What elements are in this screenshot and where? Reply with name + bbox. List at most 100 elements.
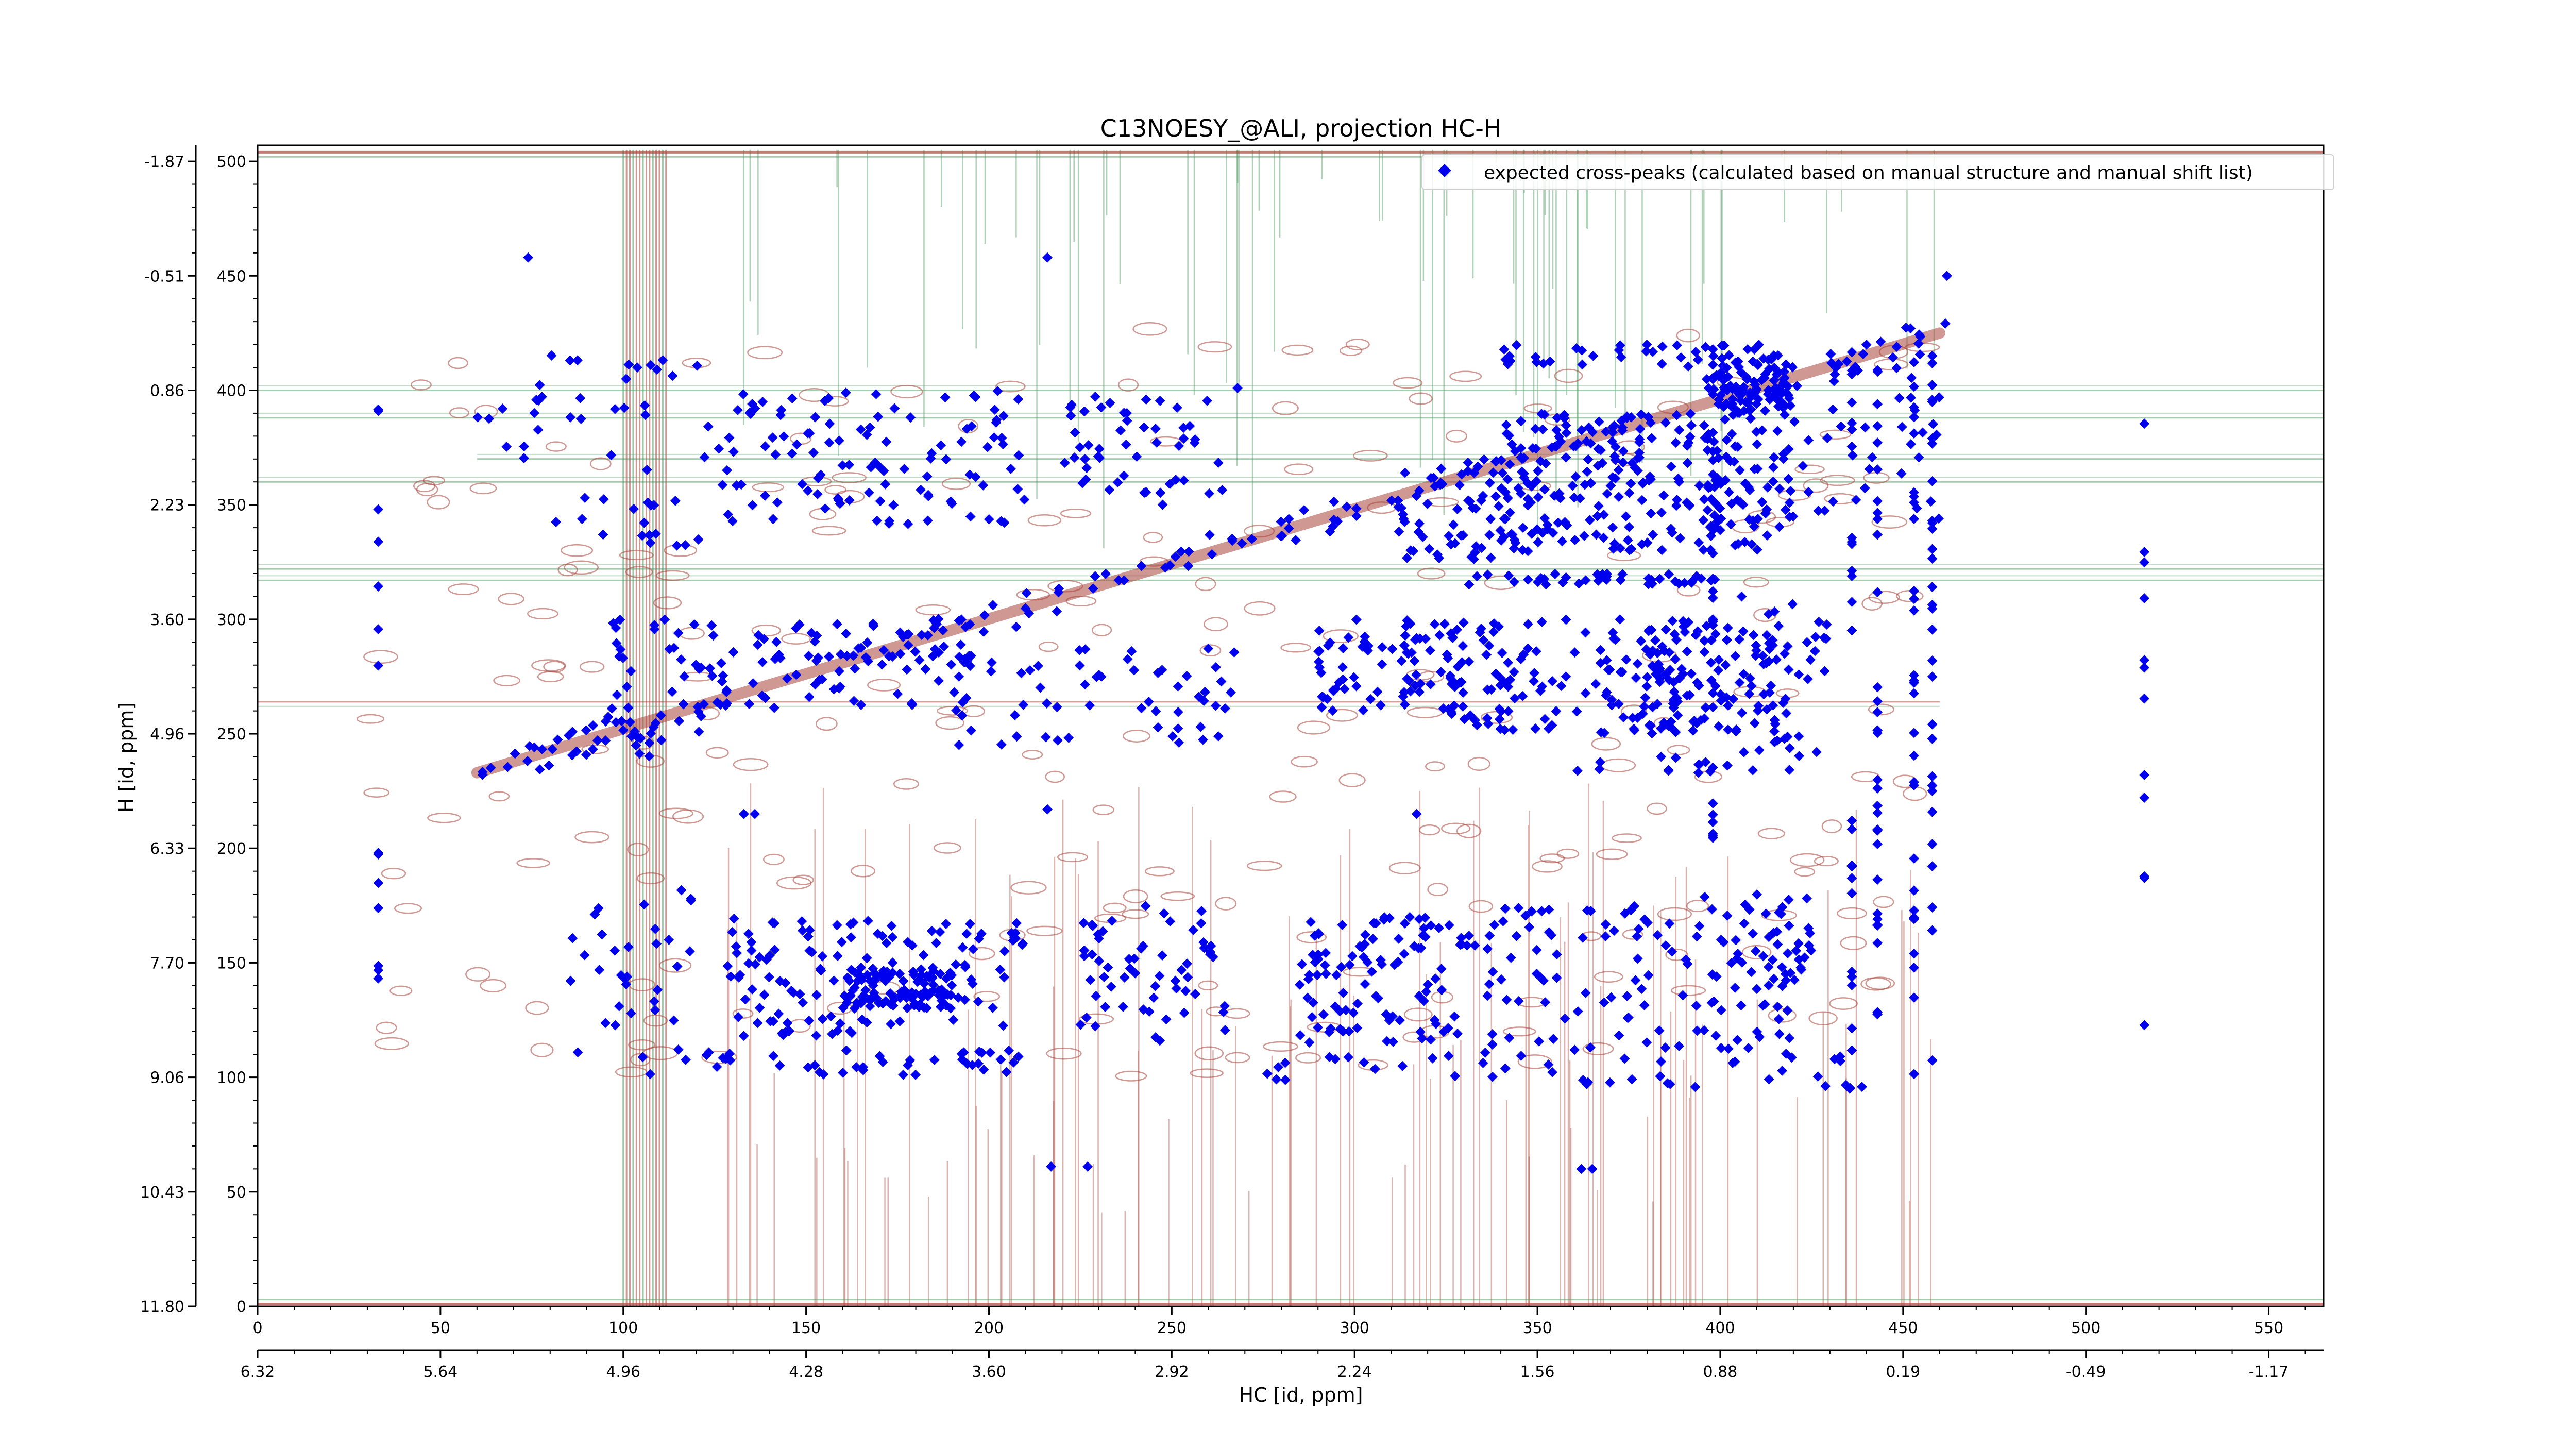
cross-peak-point <box>1927 806 1938 817</box>
cross-peak-point <box>1529 676 1539 686</box>
cross-peak-point <box>1707 614 1718 625</box>
cross-peak-point <box>1846 565 1857 576</box>
cross-peak-point <box>646 728 656 739</box>
cross-peak-point <box>1024 608 1034 619</box>
cross-peak-point <box>996 433 1007 443</box>
cross-peak-point <box>1456 677 1467 687</box>
cross-peak-point <box>970 392 981 402</box>
peak-contour <box>1667 745 1690 755</box>
cross-peak-point <box>861 992 871 1003</box>
cross-peak-point <box>1706 531 1717 541</box>
cross-peak-point <box>1909 412 1919 423</box>
cross-peak-point <box>1706 997 1717 1008</box>
cross-peak-point <box>1859 483 1870 494</box>
cross-peak-point <box>1531 357 1542 367</box>
cross-peak-point <box>816 469 826 480</box>
cross-peak-point <box>1746 390 1756 401</box>
cross-peak-point <box>1872 920 1883 931</box>
cross-peak-point <box>1302 992 1313 1003</box>
cross-peak-point <box>1891 363 1902 374</box>
cross-peak-point <box>1447 632 1458 643</box>
cross-peak-point <box>1357 942 1367 953</box>
cross-peak-point <box>571 746 582 757</box>
cross-peak-point <box>1080 474 1091 485</box>
cross-peak-point <box>1707 427 1718 438</box>
cross-peak-point <box>1693 767 1704 778</box>
cross-peak-point <box>1656 359 1667 369</box>
cross-peak-point <box>1153 722 1163 733</box>
cross-peak-point <box>1021 588 1032 598</box>
cross-peak-point <box>1841 356 1852 367</box>
peak-contour <box>1198 980 1218 991</box>
x-ppm-tick-label: 3.60 <box>972 1363 1006 1381</box>
cross-peak-point <box>1511 340 1522 350</box>
cross-peak-point <box>1736 384 1747 395</box>
cross-peak-point <box>1194 692 1204 702</box>
cross-peak-point <box>1784 765 1795 775</box>
cross-peak-point <box>1643 579 1654 589</box>
cross-peak-point <box>846 1027 857 1038</box>
cross-peak-point <box>1013 1051 1024 1062</box>
cross-peak-point <box>817 1014 828 1024</box>
cross-peak-point <box>1196 918 1207 929</box>
cross-peak-point <box>1621 511 1631 522</box>
cross-peak-point <box>1802 893 1812 904</box>
cross-peak-point <box>1826 358 1837 368</box>
cross-peak-point <box>956 436 967 447</box>
cross-peak-point <box>1636 636 1647 646</box>
cross-peak-point <box>1576 425 1587 435</box>
cross-peak-point <box>1758 353 1769 364</box>
cross-peak-point <box>692 360 703 371</box>
cross-peak-point <box>1723 1043 1734 1054</box>
cross-peak-point <box>1042 804 1053 815</box>
cross-peak-point <box>1757 497 1768 508</box>
cross-peak-point <box>881 938 892 949</box>
cross-peak-point <box>1909 605 1919 616</box>
cross-peak-point <box>877 659 887 670</box>
cross-peak-point <box>1182 972 1193 983</box>
cross-peak-point <box>1768 700 1778 711</box>
cross-peak-point <box>872 515 883 526</box>
cross-peak-point <box>1330 1054 1341 1065</box>
peak-contour <box>1038 641 1059 652</box>
cross-peak-point <box>872 928 883 939</box>
cross-peak-point <box>892 688 903 699</box>
peak-contour <box>643 1014 668 1027</box>
peak-contour <box>1143 532 1163 543</box>
cross-peak-point <box>1927 733 1938 744</box>
cross-peak-point <box>1554 431 1565 442</box>
cross-peak-point <box>1167 731 1178 742</box>
cross-peak-point <box>863 656 874 667</box>
cross-peak-point <box>671 540 682 551</box>
cross-peak-point <box>1764 962 1774 972</box>
cross-peak-point <box>1414 485 1425 496</box>
cross-peak-point <box>998 411 1009 421</box>
cross-peak-point <box>1909 914 1919 924</box>
cross-peak-point <box>933 985 944 996</box>
cross-peak-point <box>1459 714 1470 724</box>
cross-peak-point <box>1498 916 1509 926</box>
cross-peak-point <box>886 1019 896 1030</box>
cross-peak-point <box>640 410 651 420</box>
cross-peak-point <box>985 1047 996 1058</box>
cross-peak-point <box>1927 544 1938 554</box>
cross-peak-point <box>1635 424 1646 434</box>
cross-peak-point <box>1571 343 1582 353</box>
cross-peak-point <box>1626 544 1637 554</box>
cross-peak-point <box>951 959 961 970</box>
peak-contour <box>655 570 690 581</box>
cross-peak-point <box>1860 422 1871 433</box>
cross-peak-point <box>1150 424 1161 434</box>
cross-peak-point <box>1730 983 1740 993</box>
cross-peak-point <box>1393 956 1403 967</box>
peak-contour <box>1440 822 1471 835</box>
cross-peak-point <box>1348 1007 1359 1018</box>
x-ppm-tick-label: -0.49 <box>2066 1363 2106 1381</box>
cross-peak-point <box>1299 504 1310 515</box>
cross-peak-point <box>1087 919 1097 930</box>
cross-peak-point <box>1647 645 1658 656</box>
cross-peak-point <box>1679 578 1690 588</box>
cross-peak-point <box>1731 935 1741 946</box>
peak-contour <box>1045 770 1065 783</box>
cross-peak-point <box>1875 336 1886 347</box>
